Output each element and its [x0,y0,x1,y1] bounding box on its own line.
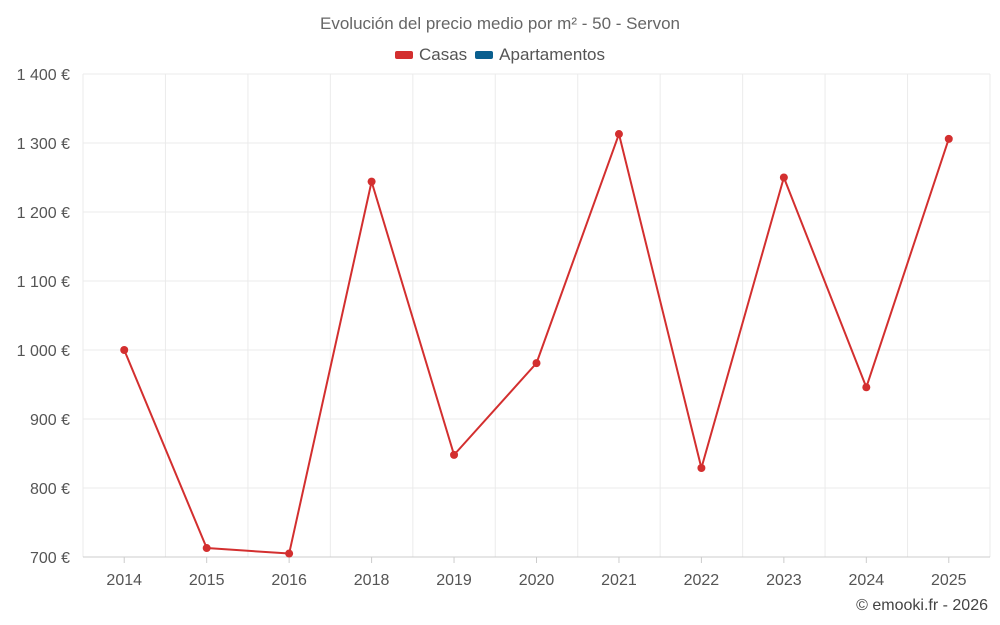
legend-swatch-apartamentos [475,51,494,59]
x-tick-label: 2021 [601,572,637,589]
data-point [285,549,294,558]
x-tick-label: 2024 [849,572,885,589]
data-point [779,173,788,182]
data-point [367,177,376,186]
x-tick-label: 2016 [271,572,307,589]
data-point [614,130,623,139]
legend-label-apartamentos: Apartamentos [499,45,606,64]
data-point [450,450,459,459]
chart-legend: Casas Apartamentos [0,45,1000,65]
y-tick-label: 900 € [30,412,70,429]
y-tick-label: 700 € [30,550,70,567]
legend-item-casas[interactable]: Casas [394,45,468,65]
data-point [532,359,541,368]
y-tick-label: 1 000 € [17,343,70,360]
legend-item-apartamentos[interactable]: Apartamentos [475,45,605,65]
chart-title: Evolución del precio medio por m² - 50 -… [320,14,680,33]
x-tick-label: 2019 [436,572,472,589]
x-tick-label: 2015 [189,572,225,589]
y-tick-label: 1 200 € [17,205,70,222]
legend-swatch-casas [394,51,413,59]
y-tick-label: 1 100 € [17,274,70,291]
data-point [697,463,706,472]
x-tick-label: 2022 [684,572,720,589]
x-tick-label: 2023 [766,572,802,589]
y-tick-label: 800 € [30,481,70,498]
x-tick-label: 2014 [106,572,142,589]
data-point [120,346,129,354]
x-tick-label: 2018 [354,572,390,589]
data-point [202,544,211,553]
credit-text: © emooki.fr - 2026 [856,597,988,614]
data-point [944,134,953,143]
y-tick-label: 1 300 € [17,136,70,153]
y-tick-label: 1 400 € [17,67,70,84]
legend-label-casas: Casas [418,45,468,64]
x-tick-label: 2025 [931,572,967,589]
data-point [862,383,871,392]
x-tick-label: 2020 [519,572,555,589]
